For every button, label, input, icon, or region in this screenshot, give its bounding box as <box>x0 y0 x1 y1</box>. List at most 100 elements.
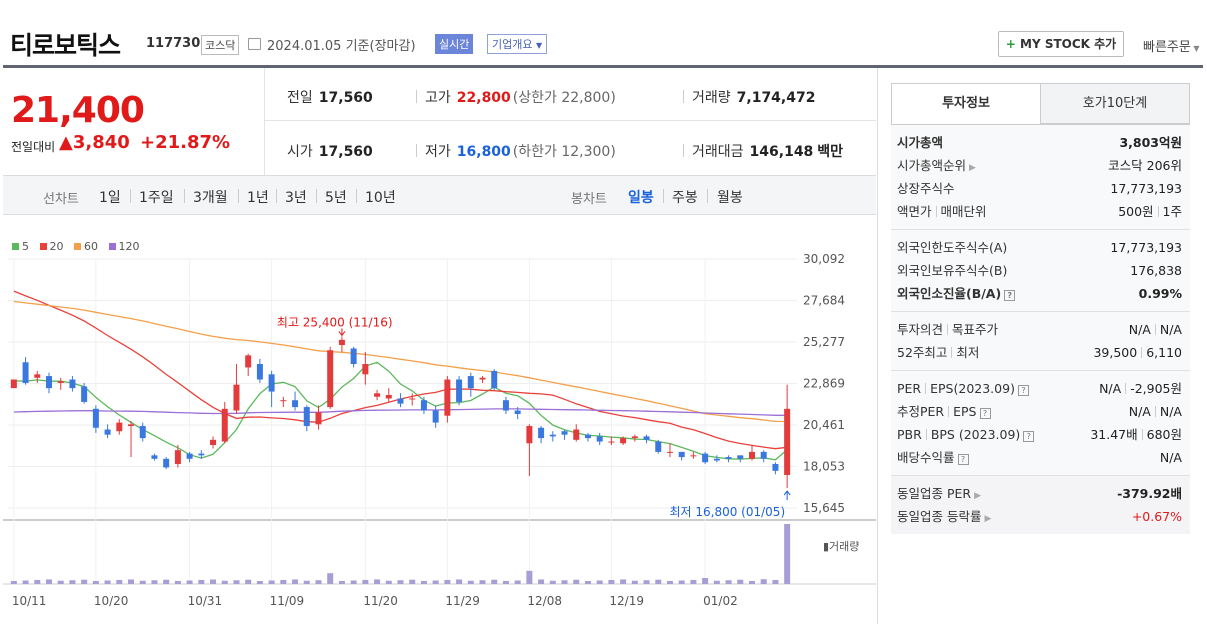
volume-bar <box>690 579 697 584</box>
info-value-text: 코스닥 206위 <box>1108 158 1182 173</box>
period-3m[interactable]: 3개월 <box>193 190 228 206</box>
candle-body <box>46 376 53 389</box>
volume: 거래량 7,174,472 <box>683 87 815 107</box>
candle-body <box>128 424 135 427</box>
info-key: 시가총액순위 ▶ <box>897 154 976 177</box>
legend-ma5: 5 <box>12 240 29 253</box>
period-1w[interactable]: 1주일 <box>139 190 174 206</box>
prev-close: 전일 17,560 <box>287 87 373 107</box>
candle-body <box>666 451 673 453</box>
quick-order-button[interactable]: 빠른주문 ▼ <box>1143 36 1200 55</box>
candle-body <box>92 408 99 428</box>
high-price: 고가 22,800 (상한가 22,800) <box>416 87 616 107</box>
chevron-down-icon: ▼ <box>535 41 543 50</box>
volume-bar <box>46 579 53 584</box>
info-group-4: PER EPS(2023.09)? N/A -2,905원 추정PER EPS? N/A N/… <box>891 371 1190 476</box>
volume-bar <box>92 581 99 584</box>
chevron-right-icon: ▶ <box>969 163 976 173</box>
candle-body <box>10 379 17 389</box>
help-icon[interactable]: ? <box>957 454 969 465</box>
help-icon[interactable]: ? <box>979 408 991 419</box>
volume-bar <box>702 578 709 584</box>
period-monthly[interactable]: 월봉 <box>717 190 743 206</box>
candle-body <box>491 370 498 389</box>
period-weekly[interactable]: 주봉 <box>672 190 698 206</box>
info-value-text: 0.99% <box>1138 286 1182 301</box>
volume-bar <box>10 581 17 584</box>
volume-bar <box>34 579 41 584</box>
info-key-label: PBR <box>897 427 922 442</box>
info-value-text-2: 1주 <box>1162 204 1182 219</box>
info-key: PER EPS(2023.09)? <box>897 377 1029 400</box>
realtime-button[interactable]: 실시간 <box>435 34 474 54</box>
candle-body <box>655 441 662 452</box>
candle-body <box>163 458 170 468</box>
volume-bar <box>374 579 381 584</box>
candle-body <box>245 355 252 368</box>
info-row: PER EPS(2023.09)? N/A -2,905원 <box>897 377 1182 400</box>
info-value: 176,838 <box>1130 259 1182 282</box>
info-key: 추정PER EPS? <box>897 400 991 423</box>
open-value: 17,560 <box>318 144 373 160</box>
period-10y[interactable]: 10년 <box>365 190 396 206</box>
volume-bar <box>210 579 217 584</box>
tab-orderbook[interactable]: 호가10단계 <box>1040 83 1190 124</box>
y-tick-label: 22,869 <box>803 376 845 390</box>
volume-bar <box>338 581 345 584</box>
tab-invest-info[interactable]: 투자정보 <box>891 83 1041 124</box>
help-icon[interactable]: ? <box>1017 385 1029 396</box>
info-value-text-2: 6,110 <box>1146 345 1182 360</box>
period-3y[interactable]: 3년 <box>285 190 307 206</box>
volume-bar <box>268 580 275 584</box>
info-row[interactable]: 동일업종 PER ▶ -379.92배 <box>897 482 1182 505</box>
info-value-text-2: 680원 <box>1146 427 1182 442</box>
legend-ma60: 60 <box>74 240 98 253</box>
candle-body <box>174 450 181 464</box>
info-row[interactable]: 시가총액순위 ▶ 코스닥 206위 <box>897 154 1182 177</box>
period-daily[interactable]: 일봉 <box>628 190 654 206</box>
info-group-3: 투자의견 목표주가 N/A N/A 52주최고 최저 39,500 6,110 <box>891 312 1190 371</box>
candle-body <box>210 439 217 446</box>
info-value-text-2: N/A <box>1159 322 1182 337</box>
info-value: N/A N/A <box>1129 318 1182 341</box>
volume-bar <box>22 580 29 584</box>
volume-bar <box>678 580 685 584</box>
x-tick-label: 12/08 <box>527 594 562 608</box>
current-price: 21,400 <box>11 90 145 131</box>
candlestick-chart[interactable]: 30,092 27,684 25,277 22,869 20,461 18,053 15,6… <box>3 254 876 624</box>
candle-body <box>34 374 41 378</box>
info-row: 배당수익률? N/A <box>897 446 1182 469</box>
my-stock-add-button[interactable]: + MY STOCK 추가 <box>998 31 1124 57</box>
x-tick-label: 12/19 <box>609 594 644 608</box>
candle-body <box>350 348 357 364</box>
candle-body <box>725 457 732 459</box>
company-overview-button[interactable]: 기업개요 ▼ <box>487 34 548 54</box>
candle-body <box>456 379 463 402</box>
plus-icon: + <box>1005 37 1016 51</box>
info-row: 추정PER EPS? N/A N/A <box>897 400 1182 423</box>
candle-body <box>538 427 545 439</box>
volume-bar <box>385 580 392 584</box>
period-5y[interactable]: 5년 <box>325 190 347 206</box>
info-value-text: 500원 <box>1118 204 1154 219</box>
volume-bar <box>327 573 334 584</box>
candle-body <box>280 400 287 402</box>
candle-body <box>397 398 404 404</box>
volume-bar <box>655 579 662 584</box>
info-key: 투자의견 목표주가 <box>897 318 998 341</box>
info-value-text: N/A <box>1099 381 1122 396</box>
period-1d[interactable]: 1일 <box>99 190 121 206</box>
candle-body <box>292 400 299 408</box>
info-value: N/A <box>1160 446 1182 469</box>
volume-bar <box>479 580 486 584</box>
candle-body <box>221 408 228 442</box>
help-icon[interactable]: ? <box>1023 431 1035 442</box>
volume-bar <box>315 580 322 584</box>
info-row[interactable]: 동일업종 등락률 ▶ +0.67% <box>897 505 1182 528</box>
info-key: 52주최고 최저 <box>897 341 979 364</box>
help-icon[interactable]: ? <box>1004 290 1016 301</box>
period-1y[interactable]: 1년 <box>247 190 269 206</box>
volume-bar <box>104 580 111 584</box>
candle-body <box>549 434 556 437</box>
info-key-label: 시가총액 <box>897 135 944 150</box>
